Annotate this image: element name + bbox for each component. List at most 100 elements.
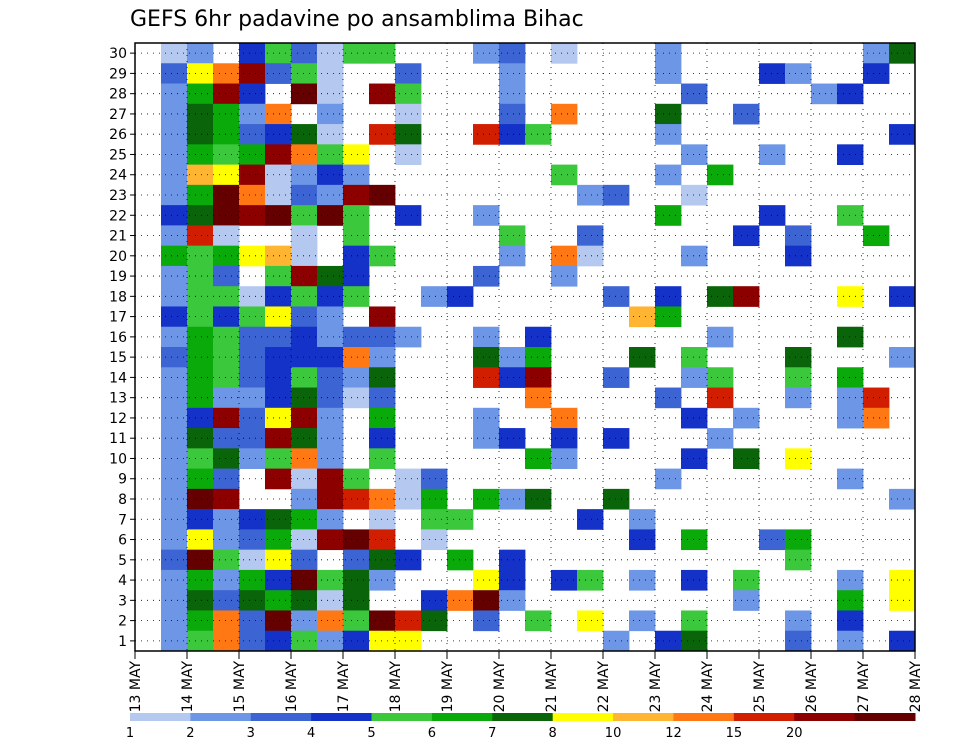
heatmap-cell: [551, 265, 578, 287]
heatmap-cell: [681, 610, 708, 632]
heatmap-cell: [291, 164, 318, 186]
heatmap-cell: [317, 488, 344, 510]
heatmap-cell: [551, 43, 578, 64]
heatmap-cell: [265, 448, 292, 469]
heatmap-cell: [213, 205, 240, 226]
heatmap-cell: [785, 63, 812, 84]
heatmap-cell: [577, 569, 604, 591]
heatmap-cell: [317, 43, 344, 64]
heatmap-cell: [161, 549, 188, 571]
heatmap-cell: [473, 428, 500, 449]
heatmap-cell: [551, 569, 578, 591]
heatmap-cell: [603, 184, 630, 206]
heatmap-cell: [239, 306, 266, 328]
heatmap-cell: [499, 569, 526, 591]
heatmap-cell: [161, 367, 188, 388]
heatmap-cell: [265, 144, 292, 165]
heatmap-cell: [161, 103, 188, 125]
heatmap-cell: [785, 630, 812, 652]
y-tick-label: 26: [109, 127, 127, 143]
heatmap-cell: [889, 630, 916, 652]
y-tick-label: 30: [109, 46, 127, 62]
heatmap-cell: [187, 488, 214, 510]
heatmap-cell: [655, 205, 682, 226]
heatmap-cell: [343, 630, 370, 652]
y-tick-label: 17: [109, 310, 127, 326]
heatmap-cell: [525, 367, 552, 388]
heatmap-cell: [265, 468, 292, 490]
heatmap-cell: [395, 549, 422, 571]
heatmap-cell: [785, 549, 812, 571]
heatmap-cell: [161, 569, 188, 591]
heatmap-cell: [421, 286, 448, 307]
heatmap-cell: [291, 407, 318, 429]
colorbar-label: 3: [247, 726, 255, 741]
heatmap-cell: [837, 367, 864, 388]
heatmap-cell: [343, 286, 370, 307]
heatmap-cell: [603, 488, 630, 510]
heatmap-cell: [187, 630, 214, 652]
heatmap-cell: [473, 124, 500, 145]
heatmap-cell: [499, 245, 526, 267]
heatmap-cell: [837, 569, 864, 591]
heatmap-cell: [681, 83, 708, 105]
heatmap-cell: [239, 63, 266, 84]
heatmap-cell: [187, 184, 214, 206]
heatmap-cell: [291, 610, 318, 632]
heatmap-cell: [707, 164, 734, 186]
x-axis-ticks: 13 MAY 14 MAY 15 MAY 16 MAY 17 MAY 18 MAY 19 M…: [128, 651, 924, 712]
y-tick-label: 28: [109, 87, 127, 103]
heatmap-cell: [343, 529, 370, 551]
heatmap-cell: [239, 428, 266, 449]
heatmap-cell: [291, 549, 318, 571]
heatmap-cell: [291, 225, 318, 247]
heatmap-cell: [239, 367, 266, 388]
heatmap-cell: [317, 448, 344, 469]
heatmap-cell: [239, 347, 266, 368]
heatmap-cell: [161, 529, 188, 551]
heatmap-cell: [473, 326, 500, 348]
heatmap-cell: [863, 43, 890, 64]
colorbar-label: 7: [488, 726, 496, 741]
heatmap-cell: [343, 590, 370, 611]
heatmap-cell: [161, 448, 188, 469]
colorbar-label: 2: [186, 726, 194, 741]
colorbar-label: 1: [126, 726, 134, 741]
heatmap-cell: [421, 590, 448, 611]
heatmap-cell: [447, 509, 474, 530]
heatmap-cell: [889, 124, 916, 145]
heatmap-cell: [187, 468, 214, 490]
heatmap-cell: [213, 225, 240, 247]
chart-title: GEFS 6hr padavine po ansamblima Bihac: [130, 7, 584, 32]
heatmap-cell: [291, 286, 318, 307]
heatmap-cell: [239, 326, 266, 348]
heatmap-cell: [291, 265, 318, 287]
y-tick-label: 27: [109, 107, 127, 123]
heatmap-cell: [343, 549, 370, 571]
heatmap-cell: [343, 205, 370, 226]
x-tick-label: 24 MAY: [700, 661, 716, 713]
heatmap-cell: [837, 205, 864, 226]
y-tick-label: 1: [118, 634, 127, 650]
heatmap-cell: [837, 610, 864, 632]
heatmap-cell: [343, 488, 370, 510]
y-tick-label: 22: [109, 208, 127, 224]
heatmap-cell: [473, 265, 500, 287]
plot-frame: [134, 42, 916, 652]
heatmap-cell: [187, 569, 214, 591]
grid-lines: [135, 43, 915, 651]
heatmap-cell: [369, 630, 396, 652]
heatmap-cell: [421, 610, 448, 632]
heatmap-cell: [733, 590, 760, 611]
heatmap-cell: [759, 63, 786, 84]
colorbar-label: 12: [665, 726, 682, 741]
heatmap-cell: [187, 164, 214, 186]
colorbar-segment: [733, 713, 795, 721]
heatmap-cell: [395, 468, 422, 490]
heatmap-cell: [187, 225, 214, 247]
heatmap-cell: [343, 245, 370, 267]
heatmap-cell: [837, 468, 864, 490]
heatmap-cell: [187, 529, 214, 551]
heatmap-cell: [213, 144, 240, 165]
heatmap-cell: [187, 286, 214, 307]
